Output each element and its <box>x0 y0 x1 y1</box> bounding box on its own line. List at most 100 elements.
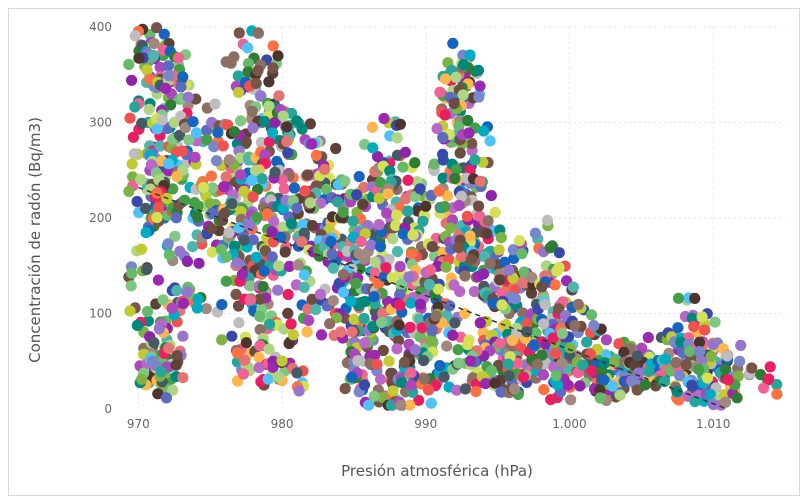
data-point <box>539 299 552 311</box>
data-point <box>521 318 533 330</box>
data-point <box>413 313 425 325</box>
data-point <box>163 249 175 261</box>
data-point <box>252 27 264 39</box>
data-point <box>403 271 415 283</box>
data-point <box>746 362 758 374</box>
data-point <box>426 241 438 253</box>
data-point <box>160 392 172 404</box>
data-point <box>153 323 165 335</box>
data-point <box>292 259 304 271</box>
data-point <box>402 205 414 217</box>
data-point <box>157 294 169 306</box>
data-point <box>135 243 148 255</box>
data-point <box>487 297 499 309</box>
data-point <box>151 22 163 34</box>
data-point <box>544 242 556 254</box>
data-point <box>507 244 519 256</box>
data-point <box>734 355 746 367</box>
y-axis-title: Concentración de radón (Bq/m3) <box>26 117 44 363</box>
data-point <box>253 362 265 374</box>
data-point <box>332 196 344 208</box>
data-point <box>556 327 568 340</box>
data-point <box>404 321 416 333</box>
data-point <box>771 378 783 391</box>
data-point <box>448 279 460 291</box>
data-point <box>707 339 719 351</box>
data-point <box>192 293 204 305</box>
data-point <box>354 263 366 275</box>
data-point <box>148 38 160 50</box>
data-point <box>394 260 406 273</box>
data-point <box>377 307 389 320</box>
data-point <box>244 294 256 306</box>
data-point <box>549 347 562 360</box>
data-point <box>486 365 498 377</box>
data-point <box>277 110 289 122</box>
data-point <box>141 305 154 318</box>
data-point <box>250 77 262 89</box>
data-point <box>201 134 213 146</box>
data-point <box>162 60 174 72</box>
data-point <box>394 118 406 130</box>
data-point <box>282 307 294 319</box>
data-point <box>437 172 449 184</box>
y-tick-label: 400 <box>89 20 112 34</box>
data-point <box>448 98 460 110</box>
data-point <box>272 371 284 383</box>
data-point <box>272 284 284 296</box>
data-point <box>395 279 407 291</box>
data-point <box>450 71 462 83</box>
data-point <box>462 114 474 127</box>
data-point <box>154 140 166 152</box>
data-point <box>272 50 284 62</box>
data-point <box>282 147 294 159</box>
data-point <box>391 246 404 258</box>
data-point <box>455 190 468 202</box>
data-point <box>368 291 380 303</box>
data-point <box>304 197 316 209</box>
data-point <box>405 379 417 391</box>
data-point <box>600 334 613 346</box>
data-point <box>339 383 351 395</box>
data-point <box>140 202 152 214</box>
data-point <box>359 295 371 308</box>
data-point <box>391 132 403 144</box>
x-tick-label: 1.000 <box>552 417 586 431</box>
data-point <box>369 256 381 268</box>
data-point <box>453 199 465 212</box>
data-point <box>337 269 349 281</box>
data-point <box>670 356 682 369</box>
data-point <box>398 356 411 368</box>
data-point <box>296 236 308 248</box>
data-point <box>405 248 417 260</box>
data-point <box>177 297 190 310</box>
data-point <box>447 329 459 341</box>
data-point <box>136 373 148 385</box>
data-point <box>291 115 303 127</box>
data-point <box>674 370 686 382</box>
data-point <box>413 394 425 406</box>
data-point <box>173 52 185 64</box>
data-point <box>395 399 407 411</box>
data-point <box>633 367 645 379</box>
data-point <box>256 173 268 185</box>
data-point <box>368 390 380 402</box>
data-point <box>263 343 275 355</box>
data-point <box>405 367 417 379</box>
data-point <box>474 317 486 329</box>
data-point <box>531 358 544 370</box>
data-point <box>688 320 700 333</box>
data-point <box>455 251 468 263</box>
data-point <box>347 215 359 227</box>
data-point <box>434 86 446 98</box>
data-point <box>463 334 475 346</box>
data-point <box>299 185 311 197</box>
data-point <box>174 245 186 257</box>
data-point <box>254 340 266 352</box>
data-point <box>257 281 269 293</box>
data-point <box>553 303 565 315</box>
data-point <box>298 269 310 281</box>
data-point <box>393 319 405 331</box>
data-point <box>366 121 378 133</box>
data-point <box>693 336 706 348</box>
